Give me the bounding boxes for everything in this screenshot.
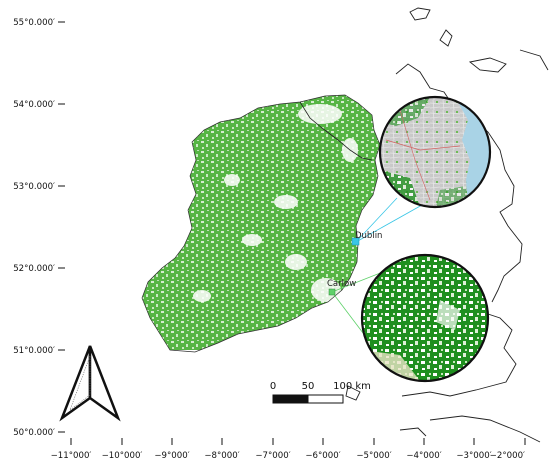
lon-label-11: −11°000′ bbox=[51, 451, 92, 461]
lat-label-51: 51°0.000′ bbox=[13, 346, 55, 356]
lon-tick: −10°000′ bbox=[102, 438, 143, 461]
lon-label-3: −3°000′ bbox=[456, 451, 491, 461]
lat-tick: 55°0.000′ bbox=[13, 18, 65, 28]
lon-tick: −8°000′ bbox=[204, 438, 240, 461]
lon-tick: −11°000′ bbox=[51, 438, 92, 461]
lon-tick: −4°000′ bbox=[406, 438, 442, 461]
lon-label-2: −2°000′ bbox=[490, 451, 525, 461]
lat-tick: 54°0.000′ bbox=[13, 100, 65, 110]
place-carlow: Carlow bbox=[327, 279, 356, 296]
lat-label-55: 55°0.000′ bbox=[13, 18, 55, 28]
lon-label-4: −4°000′ bbox=[406, 451, 441, 461]
lat-tick: 52°0.000′ bbox=[13, 264, 65, 274]
dublin-inset bbox=[378, 95, 492, 209]
ireland-forest-cover bbox=[141, 94, 381, 353]
dublin-leader-line bbox=[355, 197, 398, 243]
latitude-axis: 55°0.000′ 54°0.000′ 53°0.000′ 52°0.000′ … bbox=[13, 18, 65, 438]
lon-tick: −2°000′ bbox=[490, 438, 526, 461]
lat-label-53: 53°0.000′ bbox=[13, 182, 55, 192]
lon-tick: −6°000′ bbox=[305, 438, 341, 461]
carlow-inset bbox=[360, 253, 490, 383]
scale-bar: 0 50 100 km bbox=[270, 381, 371, 404]
lon-tick: −3°000′ bbox=[456, 438, 492, 461]
lat-tick: 50°0.000′ bbox=[13, 428, 65, 438]
carlow-leader-line bbox=[331, 269, 389, 293]
lon-label-5: −5°000′ bbox=[356, 451, 391, 461]
lat-label-54: 54°0.000′ bbox=[13, 100, 55, 110]
carlow-marker bbox=[328, 288, 336, 296]
lon-label-10: −10°000′ bbox=[102, 451, 143, 461]
carlow-label: Carlow bbox=[327, 279, 356, 289]
lon-label-6: −6°000′ bbox=[305, 451, 340, 461]
scale-bar-black-segment bbox=[273, 395, 308, 403]
dublin-label: Dublin bbox=[355, 231, 382, 241]
lon-label-9: −9°000′ bbox=[154, 451, 189, 461]
dublin-marker bbox=[351, 237, 360, 246]
lat-label-52: 52°0.000′ bbox=[13, 264, 55, 274]
lat-label-50: 50°0.000′ bbox=[13, 428, 55, 438]
lon-tick: −5°000′ bbox=[356, 438, 392, 461]
lat-tick: 53°0.000′ bbox=[13, 182, 65, 192]
lat-tick: 51°0.000′ bbox=[13, 346, 65, 356]
scale-label-0: 0 bbox=[270, 381, 276, 392]
place-dublin: Dublin bbox=[351, 231, 382, 246]
scale-bar-white-segment bbox=[307, 394, 344, 404]
scale-label-50: 50 bbox=[302, 381, 315, 392]
scale-label-100km: 100 km bbox=[333, 381, 371, 392]
great-britain-outline bbox=[345, 7, 549, 443]
lon-tick: −7°000′ bbox=[255, 438, 291, 461]
north-arrow-icon bbox=[59, 345, 121, 422]
lon-label-7: −7°000′ bbox=[255, 451, 290, 461]
lon-label-8: −8°000′ bbox=[204, 451, 239, 461]
longitude-axis: −11°000′ −10°000′ −9°000′ −8°000′ −7°000… bbox=[51, 438, 526, 461]
lon-tick: −9°000′ bbox=[154, 438, 190, 461]
